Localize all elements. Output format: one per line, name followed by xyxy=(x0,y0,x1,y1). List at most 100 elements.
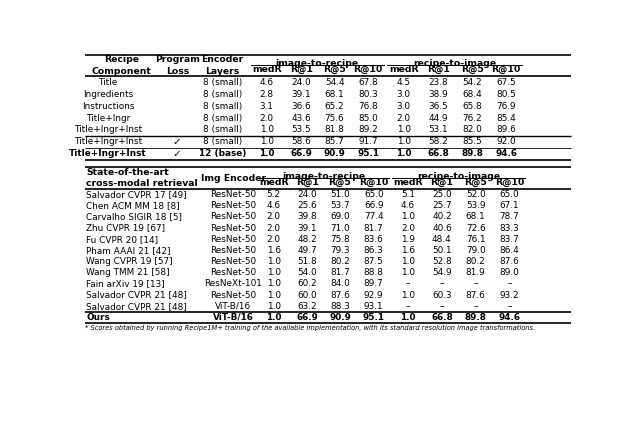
Text: 94.6: 94.6 xyxy=(495,149,517,158)
Text: 52.0: 52.0 xyxy=(466,190,486,199)
Text: –: – xyxy=(474,280,478,289)
Text: Title: Title xyxy=(99,78,118,87)
Text: 76.1: 76.1 xyxy=(466,235,486,244)
Text: 71.0: 71.0 xyxy=(330,224,350,233)
Text: 68.1: 68.1 xyxy=(466,212,486,221)
Text: 1.0: 1.0 xyxy=(267,257,281,266)
Text: 2.8: 2.8 xyxy=(260,89,274,98)
Text: 54.4: 54.4 xyxy=(324,78,344,87)
Text: 66.8: 66.8 xyxy=(428,149,449,158)
Text: 1.0: 1.0 xyxy=(401,291,415,300)
Text: Salvador CVPR 17 [49]: Salvador CVPR 17 [49] xyxy=(86,190,187,199)
Text: medR: medR xyxy=(388,65,419,74)
Text: 25.6: 25.6 xyxy=(297,201,317,210)
Text: 2.0: 2.0 xyxy=(397,114,411,123)
Text: Wang TMM 21 [58]: Wang TMM 21 [58] xyxy=(86,268,170,277)
Text: 53.5: 53.5 xyxy=(291,126,311,135)
Text: 1.0: 1.0 xyxy=(259,149,275,158)
Text: 60.0: 60.0 xyxy=(297,291,317,300)
Text: Title+Ingr+Inst: Title+Ingr+Inst xyxy=(74,126,142,135)
Text: 66.9: 66.9 xyxy=(296,313,318,322)
Text: medR: medR xyxy=(259,178,289,187)
Text: 3.1: 3.1 xyxy=(260,101,274,111)
Text: medR: medR xyxy=(393,178,422,187)
Text: 95.1: 95.1 xyxy=(363,313,385,322)
Text: –: – xyxy=(474,302,478,311)
Text: 90.9: 90.9 xyxy=(324,149,346,158)
Text: image-to-recipe: image-to-recipe xyxy=(282,172,365,181)
Text: 38.9: 38.9 xyxy=(429,89,448,98)
Text: 67.5: 67.5 xyxy=(497,78,516,87)
Text: Title+Ingr+Inst: Title+Ingr+Inst xyxy=(69,149,147,158)
Text: 83.3: 83.3 xyxy=(499,224,519,233)
Text: 1.0: 1.0 xyxy=(260,126,274,135)
Text: 85.4: 85.4 xyxy=(497,114,516,123)
Text: 8 (small): 8 (small) xyxy=(203,126,242,135)
Text: 92.9: 92.9 xyxy=(364,291,383,300)
Text: 80.2: 80.2 xyxy=(330,257,350,266)
Text: 3.0: 3.0 xyxy=(397,89,411,98)
Text: Program
Loss: Program Loss xyxy=(155,55,200,76)
Text: 1.0: 1.0 xyxy=(266,313,282,322)
Text: 58.6: 58.6 xyxy=(291,137,311,146)
Text: 1.0: 1.0 xyxy=(397,137,411,146)
Text: 53.9: 53.9 xyxy=(466,201,486,210)
Text: Wang CVPR 19 [57]: Wang CVPR 19 [57] xyxy=(86,257,173,266)
Text: 2.0: 2.0 xyxy=(267,235,281,244)
Text: ResNet-50: ResNet-50 xyxy=(211,268,257,277)
Text: Pham AAAI 21 [42]: Pham AAAI 21 [42] xyxy=(86,246,171,255)
Text: 43.6: 43.6 xyxy=(291,114,311,123)
Text: 88.3: 88.3 xyxy=(330,302,350,311)
Text: 1.0: 1.0 xyxy=(401,257,415,266)
Text: 40.2: 40.2 xyxy=(432,212,452,221)
Text: 1.9: 1.9 xyxy=(401,235,415,244)
Text: 2.0: 2.0 xyxy=(267,212,281,221)
Text: ResNet-50: ResNet-50 xyxy=(211,235,257,244)
Text: ResNet-50: ResNet-50 xyxy=(211,246,257,255)
Text: 24.0: 24.0 xyxy=(291,78,311,87)
Text: R@1: R@1 xyxy=(427,65,450,74)
Text: 2.0: 2.0 xyxy=(260,114,274,123)
Text: –: – xyxy=(406,302,410,311)
Text: 76.9: 76.9 xyxy=(497,101,516,111)
Text: Fain arXiv 19 [13]: Fain arXiv 19 [13] xyxy=(86,280,165,289)
Text: 82.0: 82.0 xyxy=(462,126,482,135)
Text: 36.6: 36.6 xyxy=(291,101,311,111)
Text: 51.0: 51.0 xyxy=(330,190,350,199)
Text: Ours: Ours xyxy=(86,313,110,322)
Text: 8 (small): 8 (small) xyxy=(203,89,242,98)
Text: 66.9: 66.9 xyxy=(291,149,312,158)
Text: R@10: R@10 xyxy=(495,178,524,187)
Text: ResNet-50: ResNet-50 xyxy=(211,291,257,300)
Text: –: – xyxy=(406,280,410,289)
Text: 1.0: 1.0 xyxy=(267,268,281,277)
Text: Zhu CVPR 19 [67]: Zhu CVPR 19 [67] xyxy=(86,224,165,233)
Text: Salvador CVPR 21 [48]: Salvador CVPR 21 [48] xyxy=(86,302,187,311)
Text: R@1: R@1 xyxy=(296,178,319,187)
Text: 1.6: 1.6 xyxy=(401,246,415,255)
Text: 39.1: 39.1 xyxy=(297,224,317,233)
Text: 3.0: 3.0 xyxy=(397,101,411,111)
Text: 60.3: 60.3 xyxy=(432,291,452,300)
Text: 1.0: 1.0 xyxy=(267,302,281,311)
Text: 51.8: 51.8 xyxy=(297,257,317,266)
Text: Encoder
Layers: Encoder Layers xyxy=(202,55,244,76)
Text: 4.5: 4.5 xyxy=(397,78,411,87)
Text: 91.7: 91.7 xyxy=(358,137,378,146)
Text: 72.6: 72.6 xyxy=(466,224,486,233)
Text: R@1: R@1 xyxy=(431,178,453,187)
Text: 77.4: 77.4 xyxy=(364,212,383,221)
Text: ResNet-50: ResNet-50 xyxy=(211,212,257,221)
Text: 95.1: 95.1 xyxy=(357,149,380,158)
Text: 53.7: 53.7 xyxy=(330,201,350,210)
Text: –: – xyxy=(507,302,511,311)
Text: 39.1: 39.1 xyxy=(291,89,311,98)
Text: 68.1: 68.1 xyxy=(324,89,344,98)
Text: Recipe
Component: Recipe Component xyxy=(92,55,152,76)
Text: 86.4: 86.4 xyxy=(499,246,519,255)
Text: 48.2: 48.2 xyxy=(297,235,317,244)
Text: 69.0: 69.0 xyxy=(330,212,350,221)
Text: 5.1: 5.1 xyxy=(401,190,415,199)
Text: R@5: R@5 xyxy=(464,178,487,187)
Text: 54.0: 54.0 xyxy=(297,268,317,277)
